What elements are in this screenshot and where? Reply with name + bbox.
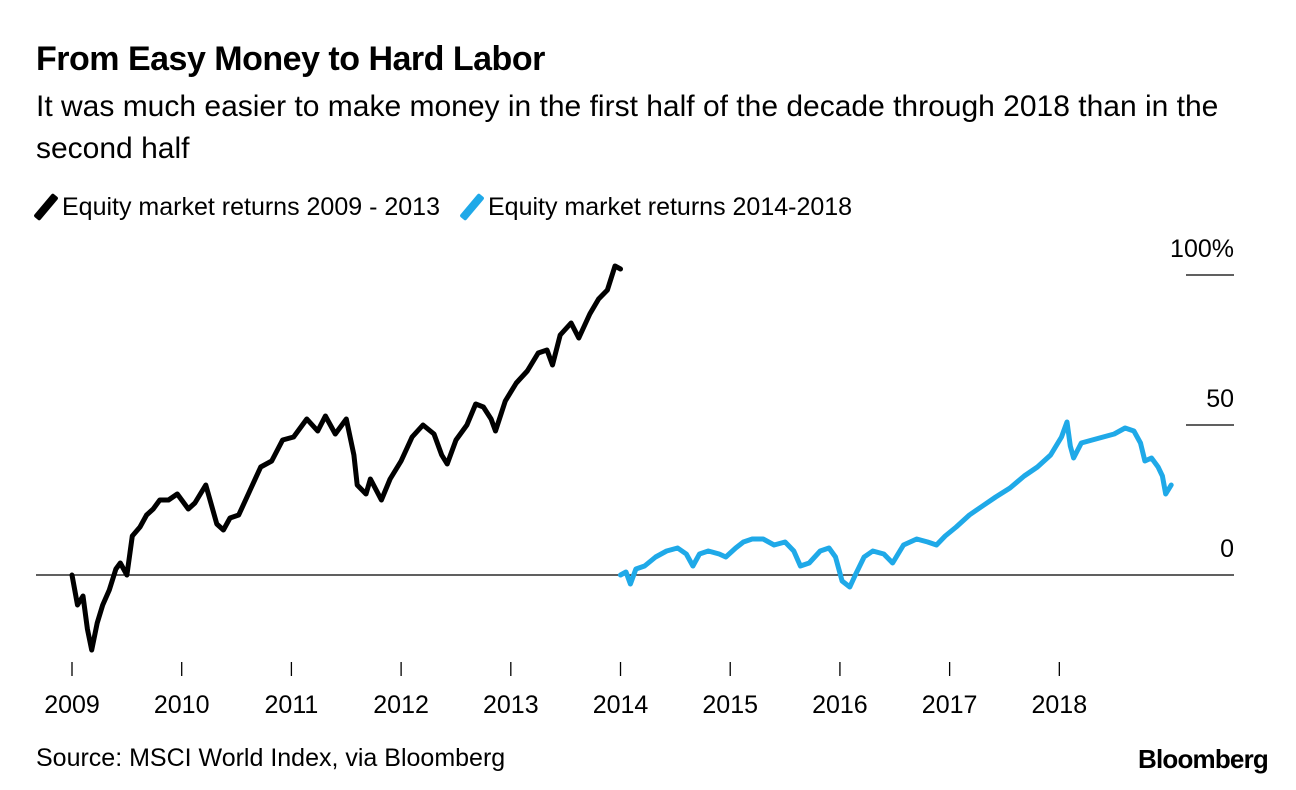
chart-title: From Easy Money to Hard Labor [36, 40, 545, 78]
legend-label-2009-2013: Equity market returns 2009 - 2013 [62, 192, 440, 221]
series-line-2014-2018 [618, 419, 1174, 590]
x-tick-label-2014: 2014 [593, 691, 649, 719]
x-tick-label-2012: 2012 [373, 691, 429, 719]
x-tick-label-2017: 2017 [922, 691, 978, 719]
x-tick-label-2011: 2011 [265, 691, 319, 719]
legend-label-2014-2018: Equity market returns 2014-2018 [487, 192, 853, 221]
y-tick-label-0: 0 [1220, 535, 1234, 563]
y-axis: 0 50 100% [1170, 235, 1234, 563]
chart-subtitle: It was much easier to make money in the … [36, 90, 1219, 165]
x-tick-label-2009: 2009 [44, 691, 100, 719]
legend: Equity market returns 2009 - 2013 Equity… [33, 192, 874, 222]
y-tick-label-50: 50 [1206, 385, 1234, 413]
x-axis: 2009 2010 2011 2012 2013 2014 2015 2016 2017 2018 [44, 662, 1087, 719]
x-tick-label-2013: 2013 [483, 691, 539, 719]
x-tick-label-2015: 2015 [702, 691, 758, 719]
x-tick-label-2016: 2016 [812, 691, 868, 719]
series-lines [69, 263, 1174, 653]
x-tick-label-2018: 2018 [1032, 691, 1088, 719]
y-tick-label-100: 100% [1170, 235, 1234, 263]
legend-item-2009-2013: Equity market returns 2009 - 2013 [33, 192, 440, 222]
source-note: Source: MSCI World Index, via Bloomberg [36, 744, 506, 772]
series-line-2009-2013 [69, 263, 623, 653]
x-tick-label-2010: 2010 [154, 691, 210, 719]
brand-logo: Bloomberg [1137, 744, 1269, 774]
legend-item-2014-2018: Equity market returns 2014-2018 [459, 192, 853, 222]
